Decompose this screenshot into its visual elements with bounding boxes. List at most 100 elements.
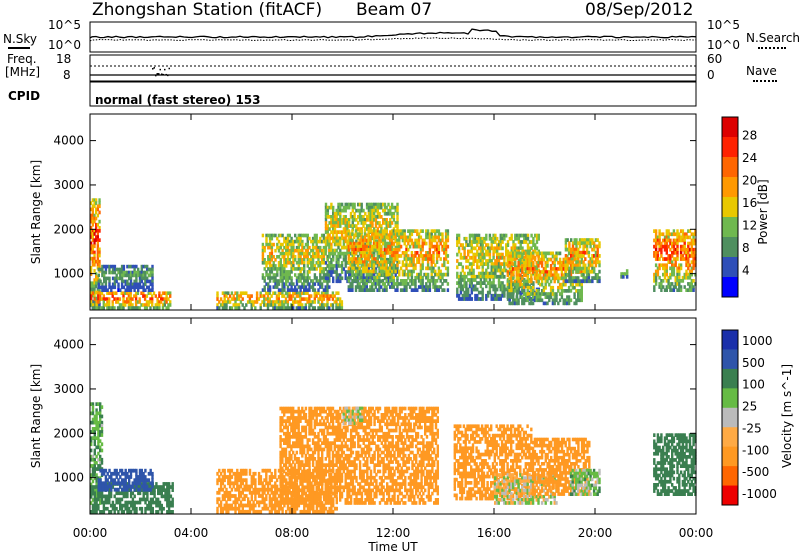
echo-cell-1-0 xyxy=(95,467,98,471)
echo-cell-0-4 xyxy=(311,261,315,265)
echo-cell-0-11 xyxy=(665,269,668,274)
echo-cell-0-6 xyxy=(390,235,394,240)
echo-cell-0-8 xyxy=(535,260,538,265)
echo-cell-0-5 xyxy=(360,233,363,238)
echo-cell-1-1 xyxy=(144,491,147,496)
echo-cell-0-5 xyxy=(358,202,362,207)
echo-cell-0-7 xyxy=(497,265,501,270)
echo-cell-0-11 xyxy=(678,285,681,289)
echo-cell-0-5 xyxy=(335,221,338,225)
echo-cell-0-7 xyxy=(521,249,524,254)
echo-cell-1-3 xyxy=(239,475,243,479)
echo-cell-0-5 xyxy=(371,211,374,216)
echo-cell-1-3 xyxy=(221,487,225,492)
echo-cell-1-1 xyxy=(167,494,171,499)
echo-cell-0-4 xyxy=(299,251,302,256)
echo-cell-0-8 xyxy=(531,260,535,265)
echo-cell-0-4 xyxy=(283,251,286,256)
echo-cell-0-5 xyxy=(383,233,387,238)
echo-cell-0-4 xyxy=(297,258,300,262)
echo-cell-0-5 xyxy=(387,211,390,216)
echo-cell-0-3 xyxy=(279,303,282,307)
echo-cell-0-5 xyxy=(332,239,335,244)
echo-cell-0-1 xyxy=(158,294,161,298)
echo-cell-0-7 xyxy=(457,278,461,282)
echo-cell-0-5 xyxy=(333,211,337,216)
echo-cell-0-5 xyxy=(353,261,356,265)
echo-cell-0-4 xyxy=(286,242,290,247)
echo-cell-0-8 xyxy=(569,273,573,278)
echo-cell-0-5 xyxy=(328,205,331,210)
echo-cell-0-9 xyxy=(568,276,571,280)
echo-cell-1-0 xyxy=(100,442,104,447)
echo-cell-0-8 xyxy=(551,298,555,303)
echo-cell-0-6 xyxy=(372,232,376,237)
echo-cell-0-5 xyxy=(339,242,342,247)
echo-cell-0-3 xyxy=(259,303,262,307)
echo-cell-0-6 xyxy=(430,254,433,258)
echo-cell-0-3 xyxy=(225,300,228,304)
echo-cell-0-9 xyxy=(596,276,599,280)
echo-cell-0-2 xyxy=(115,276,118,281)
echo-cell-1-1 xyxy=(109,510,113,514)
echo-cell-0-6 xyxy=(419,229,423,233)
echo-cell-0-6 xyxy=(385,263,388,268)
echo-cell-0-9 xyxy=(585,279,589,284)
echo-cell-0-7 xyxy=(488,259,492,263)
echo-cell-0-8 xyxy=(558,292,562,296)
echo-cell-0-7 xyxy=(485,268,488,273)
echo-cell-0-4 xyxy=(324,279,327,283)
echo-cell-0-6 xyxy=(392,266,395,271)
echo-cell-0-4 xyxy=(299,261,302,265)
echo-cell-1-1 xyxy=(95,485,98,489)
echo-cell-1-1 xyxy=(149,503,153,508)
echo-cell-0-8 xyxy=(526,289,529,293)
echo-cell-0-9 xyxy=(568,257,571,261)
echo-cell-0-4 xyxy=(290,261,293,265)
echo-cell-0-1 xyxy=(140,291,143,295)
echo-cell-0-11 xyxy=(679,279,683,283)
echo-cell-0-9 xyxy=(593,276,596,280)
echo-cell-0-11 xyxy=(672,257,676,261)
echo-cell-0-4 xyxy=(288,248,291,253)
echo-cell-0-5 xyxy=(394,267,397,271)
echo-cell-0-4 xyxy=(281,270,284,274)
echo-cell-0-5 xyxy=(394,208,397,213)
echo-cell-0-3 xyxy=(326,303,329,307)
echo-cell-0-11 xyxy=(665,229,668,233)
echo-cell-0-9 xyxy=(573,266,576,271)
echo-cell-0-8 xyxy=(522,301,526,306)
echo-cell-1-0 xyxy=(97,451,100,456)
echo-cell-1-1 xyxy=(120,491,124,496)
echo-cell-0-5 xyxy=(342,227,346,231)
echo-cell-1-3 xyxy=(236,484,239,489)
echo-cell-0-8 xyxy=(578,295,582,299)
echo-cell-0-4 xyxy=(277,282,281,286)
echo-cell-0-3 xyxy=(223,291,226,295)
echo-cell-0-5 xyxy=(340,270,344,274)
echo-cell-0-1 xyxy=(158,300,161,304)
echo-cell-0-7 xyxy=(479,297,483,301)
echo-cell-1-1 xyxy=(102,506,106,511)
echo-cell-1-0 xyxy=(99,414,102,419)
echo-cell-0-3 xyxy=(255,297,259,301)
echo-cell-0-6 xyxy=(365,282,368,286)
echo-cell-0-4 xyxy=(317,245,320,250)
echo-cell-0-3 xyxy=(283,300,286,304)
echo-cell-0-5 xyxy=(330,224,333,228)
cpid-panel-frame xyxy=(89,81,697,107)
echo-cell-0-4 xyxy=(303,261,306,265)
echo-cell-0-9 xyxy=(564,276,568,280)
echo-cell-0-8 xyxy=(558,298,562,303)
echo-cell-1-1 xyxy=(148,482,151,486)
echo-cell-0-2 xyxy=(135,270,138,275)
echo-cell-0-6 xyxy=(416,275,419,280)
echo-cell-1-0 xyxy=(100,414,104,419)
echo-cell-0-11 xyxy=(669,288,672,292)
echo-cell-0-4 xyxy=(308,245,311,250)
echo-cell-0-4 xyxy=(297,267,300,271)
echo-cell-0-6 xyxy=(435,229,439,233)
echo-cell-0-5 xyxy=(373,227,376,231)
echo-cell-1-1 xyxy=(140,488,144,492)
echo-cell-1-1 xyxy=(166,503,169,508)
